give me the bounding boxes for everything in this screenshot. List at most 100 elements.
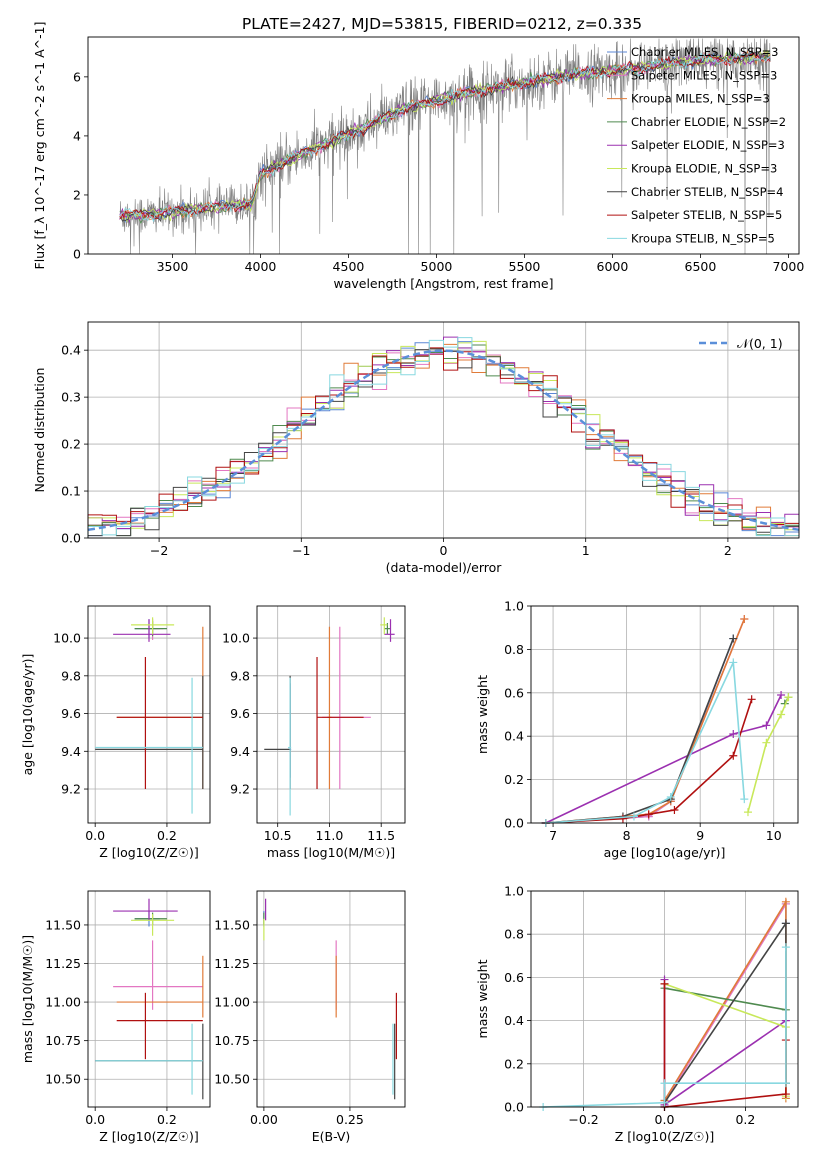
weight-marker-salpeter_elodie [729, 730, 738, 739]
y-axis-label: Normed distribution [32, 368, 47, 493]
x-tick-label: 0.2 [157, 828, 177, 843]
y-tick-label: 9.6 [61, 706, 81, 721]
y-tick-label: 0.2 [504, 1056, 524, 1071]
weight-line-salpeter_elodie [545, 694, 782, 824]
x-tick-label: 4000 [245, 259, 277, 274]
x-axis-label: age [log10(age/yr)] [604, 845, 726, 860]
model-line-kroupa_elodie [119, 49, 771, 223]
y-tick-label: 11.25 [214, 956, 250, 971]
figure-title: PLATE=2427, MJD=53815, FIBERID=0212, z=0… [242, 15, 642, 33]
x-tick-label: 0.0 [85, 828, 105, 843]
legend-label-salpeter_stelib: Salpeter STELIB, N_SSP=5 [631, 208, 782, 222]
x-axis-label: Z [log10(Z/Z☉)] [99, 845, 199, 860]
x-axis-label: wavelength [Angstrom, rest frame] [333, 276, 553, 291]
x-tick-label: 2 [724, 543, 732, 558]
x-tick-label: 10 [766, 828, 782, 843]
legend-label-chabrier_elodie: Chabrier ELODIE, N_SSP=2 [631, 115, 786, 129]
x-tick-label: 5500 [509, 259, 541, 274]
spectrum-panel: 3500 4000 4500 5000 5500 6000 6500 7000 0 2 4 6 wave… [32, 22, 804, 291]
x-tick-label: 0.00 [250, 1112, 278, 1127]
legend-label-normal: 𝒩(0, 1) [737, 336, 783, 351]
x-tick-label: 11.5 [367, 828, 395, 843]
legend-label-chabrier_stelib: Chabrier STELIB, N_SSP=4 [631, 185, 783, 199]
y-tick-label: 2 [73, 187, 81, 202]
y-tick-label: 0.6 [504, 685, 524, 700]
y-axis-label: mass [log10(M/M☉)] [20, 935, 35, 1063]
ebv-mass-panel: 0.00 0.25 10.50 10.75 11.00 11.25 11.50 E(B-V) [214, 890, 406, 1144]
x-tick-label: 6000 [597, 259, 629, 274]
axes-frame [256, 605, 406, 824]
y-tick-label: 0.3 [61, 390, 81, 405]
y-axis-label: Flux [f_λ 10^-17 erg cm^-2 s^-1 A^-1] [32, 22, 47, 270]
weight-marker-kroupa_stelib [660, 1098, 669, 1107]
y-tick-label: 10.75 [45, 1033, 81, 1048]
x-tick-label: 0.2 [157, 1112, 177, 1127]
y-tick-label: 9.8 [230, 668, 250, 683]
x-axis-label: mass [log10(M/M☉)] [267, 845, 395, 860]
x-tick-label: 1 [582, 543, 590, 558]
x-axis-label: Z [log10(Z/Z☉)] [615, 1129, 715, 1144]
y-tick-label: 10.0 [222, 631, 250, 646]
y-tick-label: 0.4 [61, 343, 81, 358]
x-tick-label: −2 [150, 543, 168, 558]
weight-marker-salpeter_stelib [660, 979, 669, 988]
x-tick-label: 0.25 [336, 1112, 364, 1127]
y-tick-label: 0.6 [504, 970, 524, 985]
y-tick-label: 10.0 [53, 631, 81, 646]
x-tick-label: 4500 [333, 259, 365, 274]
y-tick-label: 9.8 [61, 668, 81, 683]
x-tick-label: 5000 [421, 259, 453, 274]
x-tick-label: 0 [440, 543, 448, 558]
legend-label-salpeter_elodie: Salpeter ELODIE, N_SSP=3 [631, 138, 785, 152]
weight-marker-kroupa_elodie [784, 693, 793, 702]
age-weight-panel: 7 8 9 10 0.0 0.2 0.4 0.6 0.8 1.0 age [log10(age/yr… [475, 599, 799, 860]
x-tick-label: 0.0 [85, 1112, 105, 1127]
residuals-panel: −2 −1 0 1 2 0.0 0.1 0.2 0.3 0.4 (data-model)/error… [32, 321, 800, 575]
y-tick-label: 1.0 [504, 884, 524, 899]
weight-marker-salpeter_stelib [747, 695, 756, 704]
x-tick-label: 0.0 [655, 1112, 675, 1127]
x-tick-label: 0.2 [735, 1112, 755, 1127]
weight-line-salpeter_stelib [545, 699, 753, 824]
legend-label-kroupa_miles: Kroupa MILES, N_SSP=3 [631, 92, 770, 106]
weight-marker-salpeter_stelib [729, 751, 738, 760]
model-line-chabrier_stelib [119, 48, 771, 223]
weight-marker-chabrier_stelib [781, 919, 790, 928]
y-tick-label: 0.0 [504, 1100, 524, 1115]
y-tick-label: 0.2 [504, 772, 524, 787]
x-tick-label: 7 [549, 828, 557, 843]
model-line-kroupa_stelib [119, 52, 771, 223]
weight-line-chabrier_elodie [664, 987, 787, 1011]
weight-marker-salpeter_stelib [644, 810, 653, 819]
x-tick-label: 11.0 [316, 828, 344, 843]
weight-line-kroupa_elodie [747, 696, 790, 813]
legend-label-salpeter_miles: Salpeter MILES, N_SSP=3 [631, 68, 777, 82]
x-tick-label: −0.2 [568, 1112, 598, 1127]
x-tick-label: 6500 [685, 259, 717, 274]
mass-age-panel: 10.5 11.0 11.5 9.2 9.4 9.6 9.8 10.0 mass [log10(… [222, 605, 406, 860]
legend-label-kroupa_elodie: Kroupa ELODIE, N_SSP=3 [631, 162, 777, 176]
legend-label-kroupa_stelib: Kroupa STELIB, N_SSP=5 [631, 231, 775, 245]
axes-frame [87, 605, 211, 824]
x-tick-label: 10.5 [264, 828, 292, 843]
weight-marker-salpeter_stelib [618, 814, 627, 823]
weight-marker-kroupa_stelib [629, 812, 638, 821]
y-tick-label: 6 [73, 69, 81, 84]
y-tick-label: 9.6 [230, 706, 250, 721]
weight-line-chabrier_stelib [663, 920, 787, 1107]
weight-marker-salpeter_stelib [781, 1090, 790, 1099]
weight-marker-salpeter_elodie [762, 721, 771, 730]
histogram-salpeter_stelib [87, 347, 799, 538]
x-tick-label: 7000 [773, 259, 805, 274]
weight-marker-kroupa_stelib [666, 792, 675, 801]
x-axis-label: E(B-V) [312, 1129, 351, 1144]
x-tick-label: 3500 [157, 259, 189, 274]
y-tick-label: 4 [73, 128, 81, 143]
normal-curve [87, 349, 800, 532]
y-tick-label: 11.00 [214, 995, 250, 1010]
weight-marker-kroupa_elodie [777, 710, 786, 719]
y-axis-label: age [log10(age/yr)] [20, 654, 35, 776]
axes-frame [87, 36, 800, 255]
y-tick-label: 0.0 [504, 816, 524, 831]
x-tick-label: 8 [623, 828, 631, 843]
